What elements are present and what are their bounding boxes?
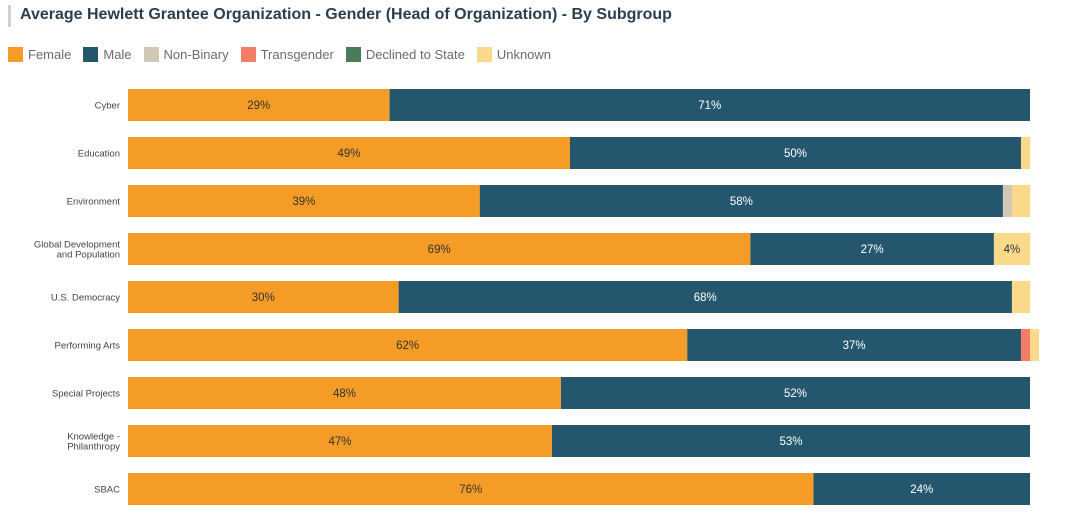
data-label: 62%	[396, 340, 419, 352]
bar-segment-female[interactable]	[128, 233, 751, 265]
data-label: 52%	[784, 388, 807, 400]
legend-label: Unknown	[496, 47, 552, 62]
category-label: Knowledge -Philanthropy	[67, 432, 120, 453]
bar-segment-male[interactable]	[479, 185, 1003, 217]
data-label: 27%	[861, 244, 884, 256]
category-label-line: SBAC	[94, 485, 120, 496]
category-label-line: U.S. Democracy	[51, 293, 120, 304]
data-label: 47%	[328, 436, 351, 448]
data-label: 49%	[337, 148, 360, 160]
category-label-line: Environment	[67, 197, 121, 208]
legend-swatch	[83, 47, 99, 62]
bar-segment-male[interactable]	[551, 425, 1030, 457]
bar-segment-female[interactable]	[128, 185, 480, 217]
data-label: 53%	[779, 436, 802, 448]
bar-segment-unknown[interactable]	[1020, 137, 1030, 169]
bar-segment-transgender[interactable]	[1020, 329, 1030, 361]
data-label: 68%	[694, 292, 717, 304]
bar-segment-female[interactable]	[128, 473, 814, 505]
bar-segment-male[interactable]	[750, 233, 994, 265]
data-label: 37%	[843, 340, 866, 352]
data-label: 30%	[252, 292, 275, 304]
data-label: 71%	[698, 100, 721, 112]
bar-segment-female[interactable]	[128, 89, 390, 121]
bar-row: Special Projects 48% 52%	[52, 377, 1030, 409]
data-label: 24%	[910, 484, 933, 496]
legend-item-male[interactable]: Male	[83, 47, 132, 62]
bar-segment-female[interactable]	[128, 281, 399, 313]
legend-item-female[interactable]: Female	[8, 47, 71, 62]
legend-label: Male	[103, 47, 132, 62]
bar-segment-unknown[interactable]	[1011, 281, 1030, 313]
category-label-line: Cyber	[95, 101, 120, 112]
bar-row: Cyber 29% 71%	[95, 89, 1031, 121]
category-label-line: Philanthropy	[67, 442, 120, 453]
legend-item-non-binary[interactable]: Non-Binary	[143, 47, 229, 62]
data-label: 48%	[333, 388, 356, 400]
bar-segment-female[interactable]	[128, 425, 552, 457]
category-label-line: Performing Arts	[55, 341, 121, 352]
bar-segment-non-binary[interactable]	[1002, 185, 1012, 217]
chart-title: Average Hewlett Grantee Organization - G…	[20, 6, 672, 23]
legend-item-unknown[interactable]: Unknown	[476, 47, 552, 62]
bar-segment-male[interactable]	[560, 377, 1030, 409]
category-label: Global Development and Population	[34, 240, 120, 261]
bar-segment-male[interactable]	[687, 329, 1021, 361]
category-label-line: Special Projects	[52, 389, 120, 400]
category-label: Environment	[67, 197, 121, 208]
category-label: U.S. Democracy	[51, 293, 120, 304]
legend-label: Non-Binary	[163, 47, 229, 62]
data-label: 4%	[1004, 244, 1021, 256]
bar-row: Environment 39% 58%	[67, 185, 1030, 217]
bar-row: Knowledge -Philanthropy 47% 53%	[67, 425, 1030, 457]
legend: Female Male Non-Binary Transgender Declined …	[8, 47, 563, 62]
data-label: 69%	[428, 244, 451, 256]
legend-swatch	[8, 47, 23, 62]
bar-segment-male[interactable]	[398, 281, 1012, 313]
legend-swatch	[345, 47, 361, 62]
bar-segment-female[interactable]	[128, 377, 561, 409]
legend-swatch	[143, 47, 159, 62]
legend-label: Transgender	[260, 47, 334, 62]
data-label: 39%	[292, 196, 315, 208]
bar-row: Global Development and Population 69% 27% 4%	[34, 233, 1030, 265]
category-label: Special Projects	[52, 389, 120, 400]
title-accent-bar	[8, 5, 11, 27]
bar-row: Performing Arts 62% 37%	[55, 329, 1040, 361]
category-label: Education	[78, 149, 120, 160]
category-label: SBAC	[94, 485, 120, 496]
bar-segment-unknown[interactable]	[993, 233, 1030, 265]
bar-segment-male[interactable]	[389, 89, 1031, 121]
bar-segment-unknown[interactable]	[1011, 185, 1030, 217]
category-label: Cyber	[95, 101, 120, 112]
bar-segment-unknown[interactable]	[1030, 329, 1040, 361]
legend-swatch	[240, 47, 256, 62]
category-label-line: Education	[78, 149, 120, 160]
category-label-line: Global Development	[34, 240, 120, 251]
bar-row: Education 49% 50%	[78, 137, 1030, 169]
data-label: 76%	[459, 484, 482, 496]
category-label-line: Knowledge -	[67, 432, 120, 443]
data-label: 50%	[784, 148, 807, 160]
bar-segment-female[interactable]	[128, 329, 688, 361]
legend-item-declined-to-state[interactable]: Declined to State	[345, 47, 465, 62]
bar-row: SBAC 76% 24%	[94, 473, 1030, 505]
data-label: 58%	[730, 196, 753, 208]
bar-row: U.S. Democracy 30% 68%	[51, 281, 1030, 313]
legend-label: Female	[28, 47, 72, 62]
bar-segment-male[interactable]	[813, 473, 1030, 505]
data-label: 29%	[247, 100, 270, 112]
category-label: Performing Arts	[55, 341, 121, 352]
bar-segment-male[interactable]	[569, 137, 1021, 169]
category-label-line: and Population	[57, 250, 120, 261]
bar-segment-female[interactable]	[128, 137, 570, 169]
legend-swatch	[476, 47, 492, 62]
legend-item-transgender[interactable]: Transgender	[240, 47, 334, 62]
legend-label: Declined to State	[365, 47, 465, 62]
